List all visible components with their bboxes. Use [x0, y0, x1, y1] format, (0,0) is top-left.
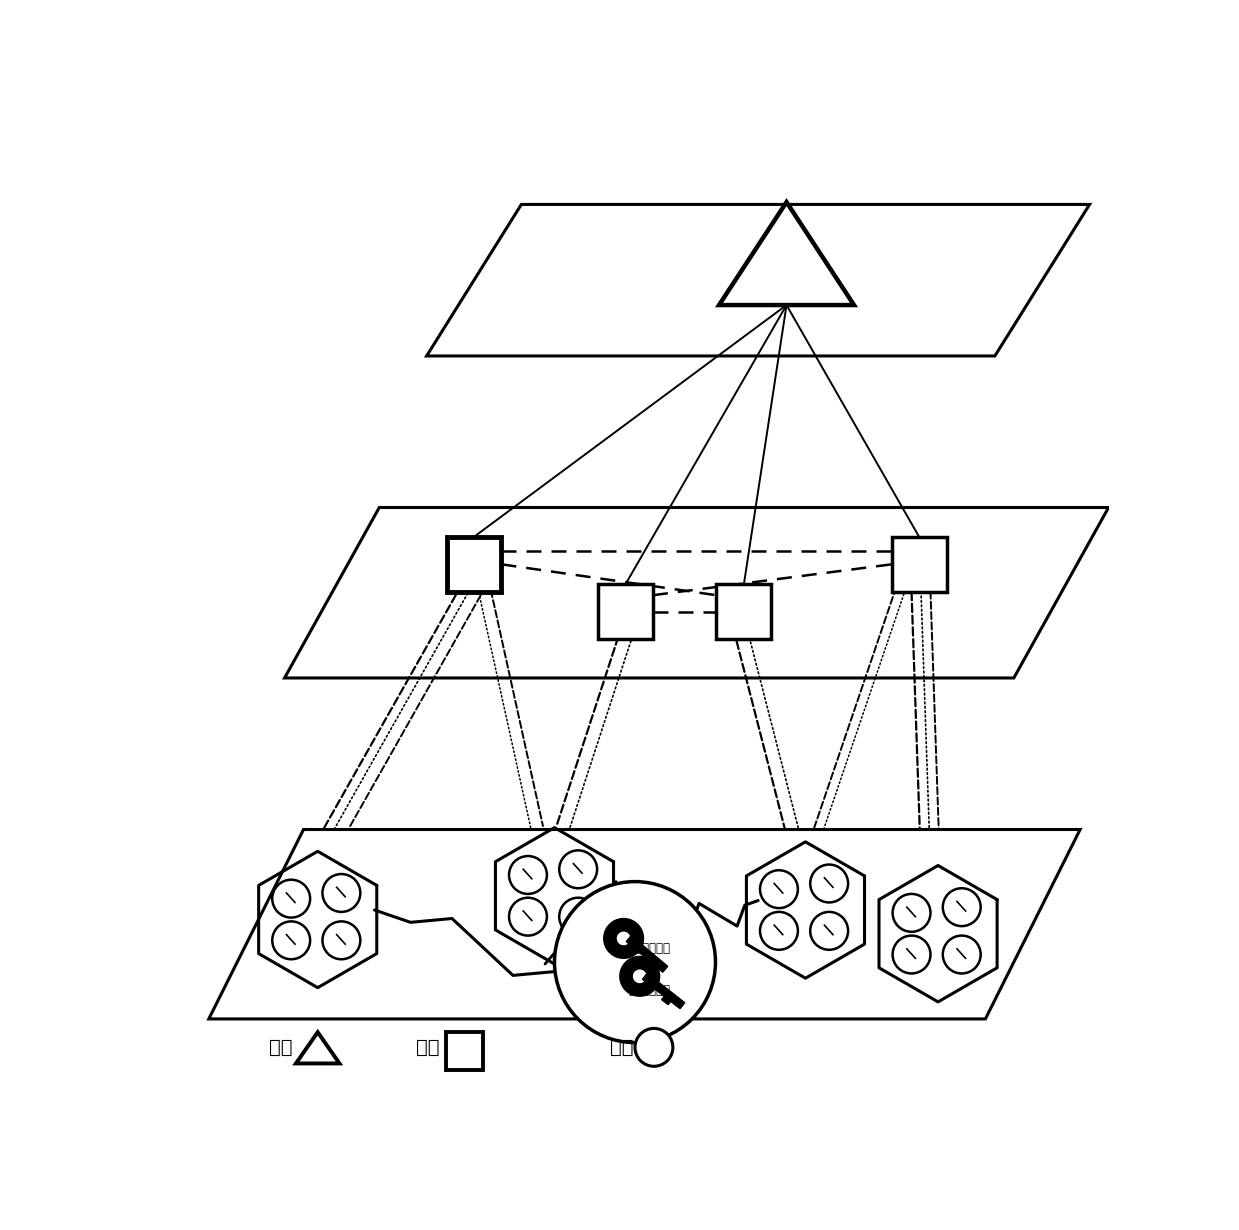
Circle shape	[636, 1028, 673, 1066]
Polygon shape	[620, 957, 659, 996]
Polygon shape	[626, 936, 668, 972]
Polygon shape	[603, 919, 643, 958]
Circle shape	[943, 888, 981, 926]
Polygon shape	[209, 829, 1080, 1018]
Text: 族头: 族头	[416, 1038, 440, 1057]
Circle shape	[509, 898, 546, 936]
Circle shape	[559, 850, 597, 888]
Polygon shape	[296, 1032, 339, 1064]
Circle shape	[892, 936, 930, 973]
Polygon shape	[426, 204, 1089, 355]
Text: 节点: 节点	[610, 1038, 633, 1057]
Circle shape	[509, 856, 546, 894]
Circle shape	[322, 921, 361, 959]
Circle shape	[559, 898, 597, 936]
Circle shape	[555, 882, 715, 1043]
Circle shape	[273, 921, 310, 959]
Polygon shape	[643, 973, 685, 1009]
Circle shape	[322, 875, 361, 911]
Bar	[892, 536, 947, 592]
Text: 群组加密密鑰: 群组加密密鑰	[628, 942, 670, 956]
Polygon shape	[285, 508, 1109, 678]
Circle shape	[892, 894, 930, 932]
Polygon shape	[719, 202, 854, 305]
Circle shape	[810, 865, 847, 903]
Bar	[446, 1032, 483, 1070]
Bar	[716, 584, 772, 640]
Bar	[598, 584, 653, 640]
Bar	[446, 536, 502, 592]
Text: 群组解密密鑰: 群组解密密鑰	[628, 984, 670, 998]
Circle shape	[760, 871, 798, 908]
Circle shape	[760, 911, 798, 950]
Text: 基站: 基站	[269, 1038, 292, 1057]
Circle shape	[810, 911, 847, 950]
Circle shape	[273, 879, 310, 918]
Circle shape	[943, 936, 981, 973]
